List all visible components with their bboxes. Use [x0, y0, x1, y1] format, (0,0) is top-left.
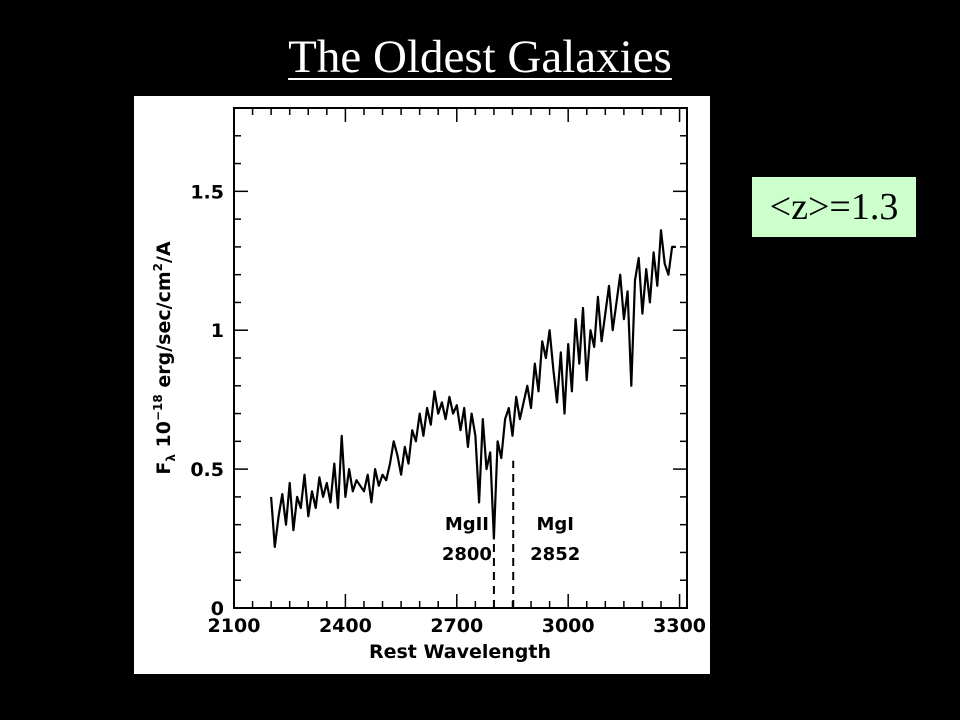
annotation-label-line2: 2800 [442, 544, 492, 565]
line-annotations: MgII 2800 MgI 2852 [442, 460, 580, 608]
annotation-label-line1: MgI [536, 514, 574, 535]
x-tick-label: 2400 [319, 615, 372, 637]
y-axis-tick-labels: 0 0.5 1 1.5 [190, 181, 224, 620]
x-tick-label: 2700 [430, 615, 483, 637]
redshift-badge: <z>=1.3 [752, 177, 916, 237]
spectrum-chart: 2100 2400 2700 3000 3300 00.511.5 MgII2800Mg… [151, 107, 706, 663]
annotation-label-line1: MgII [445, 514, 489, 535]
chart-panel: 2100 2400 2700 3000 3300 0 0.5 1 1.5 MgII 2800 Mg… [134, 96, 710, 674]
annotation-label-line2: 2852 [530, 544, 580, 565]
x-axis-ticks [233, 108, 681, 608]
y-axis-scale-base: 10 [153, 421, 175, 447]
spectrum-series-line [270, 229, 676, 548]
y-tick-label: 1 [211, 320, 224, 342]
y-axis-units-suffix: /A [153, 241, 175, 263]
y-tick-label: 0 [211, 598, 224, 620]
y-axis-flux-subscript: λ [164, 454, 178, 462]
y-axis-ticks [234, 107, 687, 609]
y-axis-flux-symbol: F [153, 462, 175, 475]
x-tick-label: 2100 [208, 615, 261, 637]
slide-title: The Oldest Galaxies [288, 31, 672, 83]
y-tick-label: 0.5 [190, 459, 224, 481]
x-tick-label: 3000 [542, 615, 595, 637]
x-axis-tick-labels: 2100 2400 2700 3000 3300 [208, 615, 706, 637]
y-axis-scale-exponent: −18 [151, 394, 165, 421]
y-axis-units-prefix: erg/sec/cm [153, 271, 175, 387]
x-axis-label: Rest Wavelength [369, 641, 551, 663]
y-axis-units-power: 2 [151, 263, 165, 271]
y-axis-label: Fλ 10−18 erg/sec/cm2/A [151, 241, 178, 475]
x-tick-label: 3300 [653, 615, 706, 637]
y-tick-label: 1.5 [190, 181, 224, 203]
